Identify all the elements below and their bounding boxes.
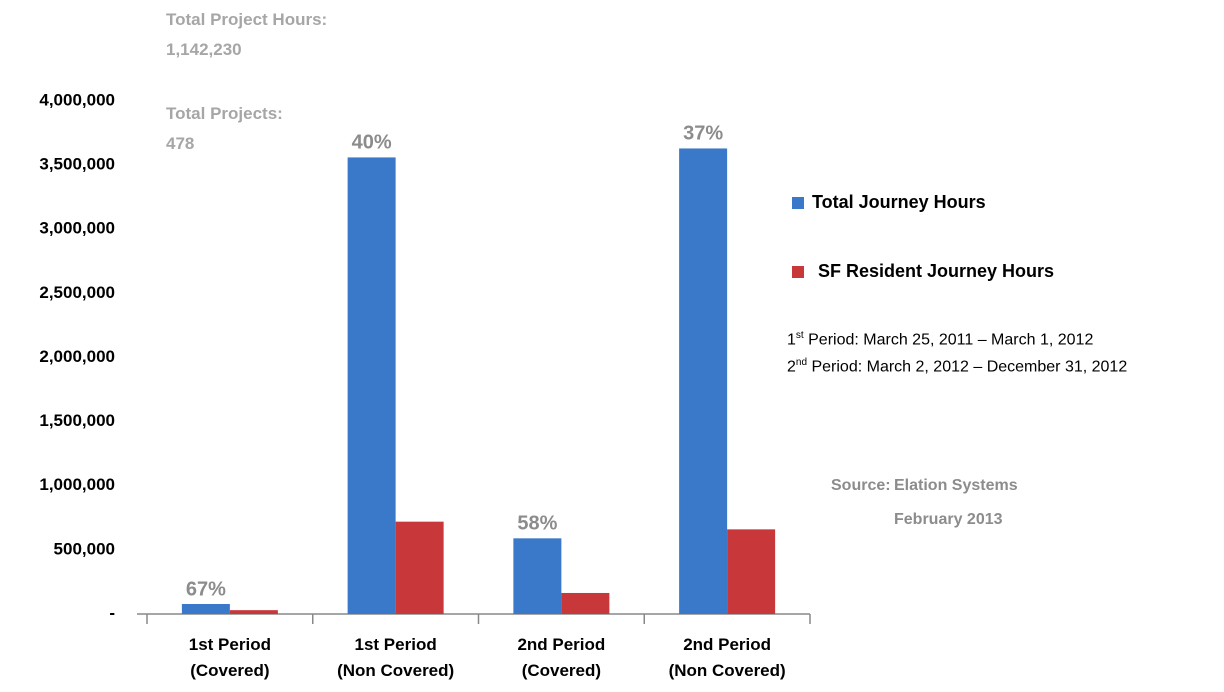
y-tick-label: 2,500,000 [39,283,115,302]
note-sup: st [795,330,804,341]
note-text: Period: March 25, 2011 – March 1, 2012 [803,331,1094,349]
y-tick-label: 3,500,000 [39,155,115,174]
y-tick-label: 3,000,000 [39,219,115,238]
bar [513,538,562,614]
note-text: Period: March 2, 2012 – December 31, 201… [807,358,1128,376]
percent-label: 58% [517,513,557,535]
total-projects-label: Total Projects: [166,104,283,123]
legend-swatch [792,197,804,209]
note-num: 1 [787,331,796,349]
bar [679,148,728,614]
total-projects-value: 478 [166,134,195,153]
period-note: 1st Period: March 25, 2011 – March 1, 20… [787,330,1093,349]
y-tick-label: 1,000,000 [39,475,115,494]
x-tick-label: 1st Period (Non Covered) [337,635,455,680]
source-date: February 2013 [894,511,1003,528]
bar [229,610,278,614]
percent-label: 37% [683,123,723,145]
y-tick-label: 500,000 [54,539,115,558]
note-num: 2 [787,358,796,376]
y-tick-label: 1,500,000 [39,411,115,430]
legend-label: Total Journey Hours [812,192,986,212]
note-sup: nd [795,357,808,368]
x-tick-label: 1st Period (Covered) [188,635,271,680]
y-tick-label: 2,000,000 [39,347,115,366]
bar [561,592,610,614]
x-tick-label: 2nd Period (Non Covered) [668,635,786,680]
legend-label: SF Resident Journey Hours [818,261,1054,281]
bar [347,157,396,614]
total-hours-value: 1,142,230 [166,40,242,59]
bar [727,529,776,614]
y-tick-label: - [109,603,115,622]
bar [395,521,444,614]
total-hours-label: Total Project Hours: [166,10,328,29]
y-tick-label: 4,000,000 [39,90,115,109]
source-name: Elation Systems [894,477,1018,494]
period-note: 2nd Period: March 2, 2012 – December 31,… [787,357,1127,376]
legend-swatch [792,266,804,278]
bar [181,603,230,614]
percent-label: 40% [352,132,392,154]
x-tick-label: 2nd Period (Covered) [517,635,606,680]
percent-label: 67% [186,578,226,600]
source-label: Source: [831,477,891,494]
